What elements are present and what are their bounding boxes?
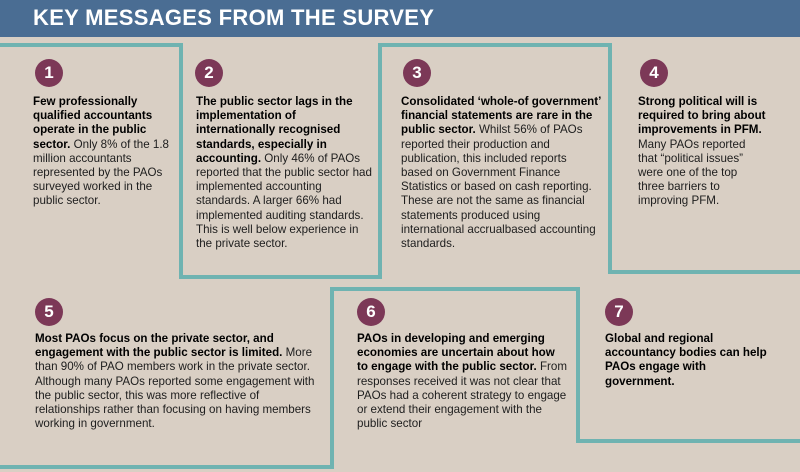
message-5: Most PAOs focus on the private sector, a… — [35, 332, 327, 431]
message-6: PAOs in developing and emerging economie… — [357, 332, 567, 431]
message-1-body: Only 8% of the 1.8 million accountants r… — [33, 137, 169, 208]
header-banner: KEY MESSAGES FROM THE SURVEY — [0, 0, 800, 37]
message-2-headline: The public sector lags in the implementa… — [196, 95, 353, 165]
message-5-body: More than 90% of PAO members work in the… — [35, 346, 315, 431]
message-1: Few professionally qualified accountants… — [33, 95, 179, 209]
number-badge-4: 4 — [640, 59, 668, 87]
message-3-body: Whilst 56% of PAOs reported their produc… — [401, 123, 596, 251]
message-4: Strong political will is required to bri… — [638, 95, 766, 209]
divider-line-bottom — [0, 287, 800, 469]
message-3-headline: Consolidated ‘whole-of government’ finan… — [401, 95, 601, 137]
number-badge-6: 6 — [357, 298, 385, 326]
message-5-headline: Most PAOs focus on the private sector, a… — [35, 332, 283, 360]
message-4-headline: Strong political will is required to bri… — [638, 95, 766, 137]
number-badge-3: 3 — [403, 59, 431, 87]
number-badge-2: 2 — [195, 59, 223, 87]
number-badge-7: 7 — [605, 298, 633, 326]
divider-line-top — [0, 43, 800, 279]
number-badge-1: 1 — [35, 59, 63, 87]
message-4-body: Many PAOs reported that “political issue… — [638, 137, 746, 208]
message-7-headline: Global and regional accountancy bodies c… — [605, 332, 767, 388]
message-6-headline: PAOs in developing and emerging economie… — [357, 332, 555, 374]
message-3: Consolidated ‘whole-of government’ finan… — [401, 95, 601, 251]
message-6-body: From responses received it was not clear… — [357, 360, 568, 431]
message-1-headline: Few professionally qualified accountants… — [33, 95, 153, 151]
page-title: KEY MESSAGES FROM THE SURVEY — [33, 5, 435, 30]
message-2-body: Only 46% of PAOs reported that the publi… — [196, 151, 372, 251]
message-7: Global and regional accountancy bodies c… — [605, 332, 773, 389]
message-2: The public sector lags in the implementa… — [196, 95, 372, 251]
number-badge-5: 5 — [35, 298, 63, 326]
